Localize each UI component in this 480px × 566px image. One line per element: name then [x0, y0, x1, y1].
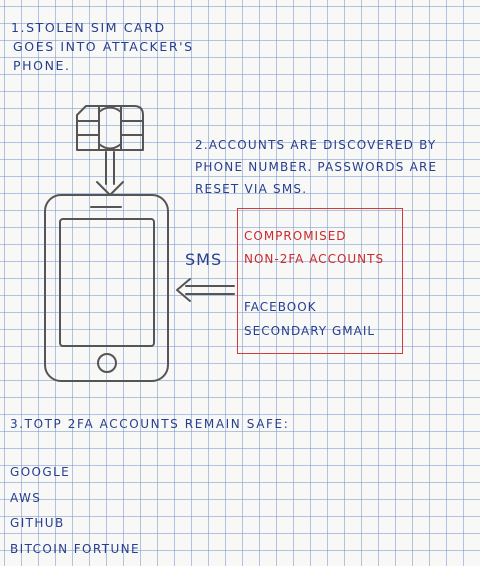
- compromised-title-line-1: Compromised: [244, 229, 347, 243]
- compromised-title-line-2: Non-2FA Accounts: [244, 252, 385, 266]
- compromised-accounts-list: Facebook Secondary Gmail: [244, 295, 375, 343]
- step-2-line-3: reset via SMS.: [195, 182, 308, 196]
- safe-account-item: AWS: [10, 490, 42, 505]
- compromised-account-item: Secondary Gmail: [244, 324, 376, 338]
- compromised-title: Compromised Non-2FA Accounts: [244, 225, 384, 271]
- safe-account-item: Google: [10, 465, 71, 479]
- compromised-accounts-box: [237, 208, 403, 354]
- step-1-line-3: phone.: [13, 58, 71, 73]
- safe-accounts-list: Google AWS GitHub Bitcoin Fortune: [10, 460, 140, 562]
- step-1-line-2: goes into attacker's: [13, 39, 194, 54]
- step-1-line-1: 1.Stolen SIM card: [11, 20, 166, 35]
- compromised-account-item: Facebook: [244, 300, 317, 314]
- step-2-line-2: phone number. Passwords are: [195, 160, 438, 174]
- safe-account-item: Bitcoin Fortune: [10, 541, 141, 556]
- step-1-note: 1.Stolen SIM card goes into attacker's p…: [11, 18, 194, 75]
- step-2-line-1: 2.Accounts are discovered by: [195, 138, 437, 152]
- down-arrow-icon: [96, 151, 124, 196]
- sms-label: SMS: [185, 250, 223, 269]
- step-3-title: 3.TOTP 2FA accounts remain safe:: [10, 417, 290, 431]
- safe-account-item: GitHub: [10, 516, 65, 530]
- sim-card-icon: [76, 105, 144, 151]
- left-arrow-icon: [176, 278, 235, 302]
- phone-icon: [44, 194, 169, 382]
- step-2-note: 2.Accounts are discovered by phone numbe…: [195, 134, 437, 200]
